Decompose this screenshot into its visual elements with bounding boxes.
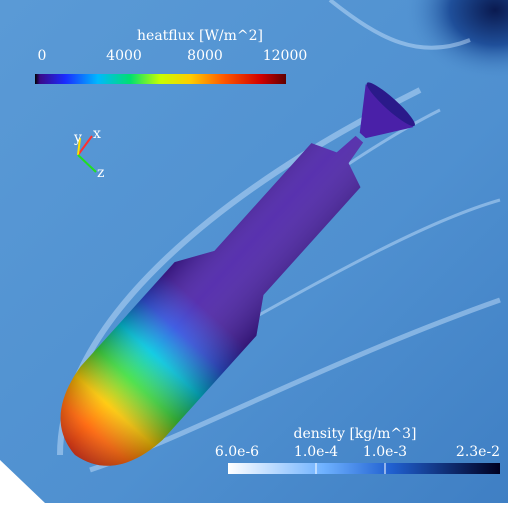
colorbar	[35, 74, 286, 84]
scene: x y z heatflux [W/m^2] 0 4000 8000 12000…	[0, 0, 508, 503]
colorbar-tick-label: 8000	[187, 48, 223, 64]
colorbar-tick-label: 0	[38, 48, 47, 64]
axis-z-label: z	[97, 165, 104, 181]
axis-y-label: y	[73, 130, 82, 146]
colorbar-tick-label: 12000	[263, 48, 308, 64]
colorbar-tick-label: 1.0e-4	[294, 444, 338, 460]
colorbar-tick-label: 1.0e-3	[363, 444, 407, 460]
colorbar-title: density [kg/m^3]	[294, 426, 417, 442]
colorbar-tick-label: 6.0e-6	[215, 444, 259, 460]
colorbar-tick-label: 4000	[106, 48, 142, 64]
colorbar-title: heatflux [W/m^2]	[137, 28, 263, 44]
axis-x-label: x	[93, 126, 101, 142]
colorbar	[228, 463, 500, 474]
colorbar-tick-label: 2.3e-2	[456, 444, 500, 460]
